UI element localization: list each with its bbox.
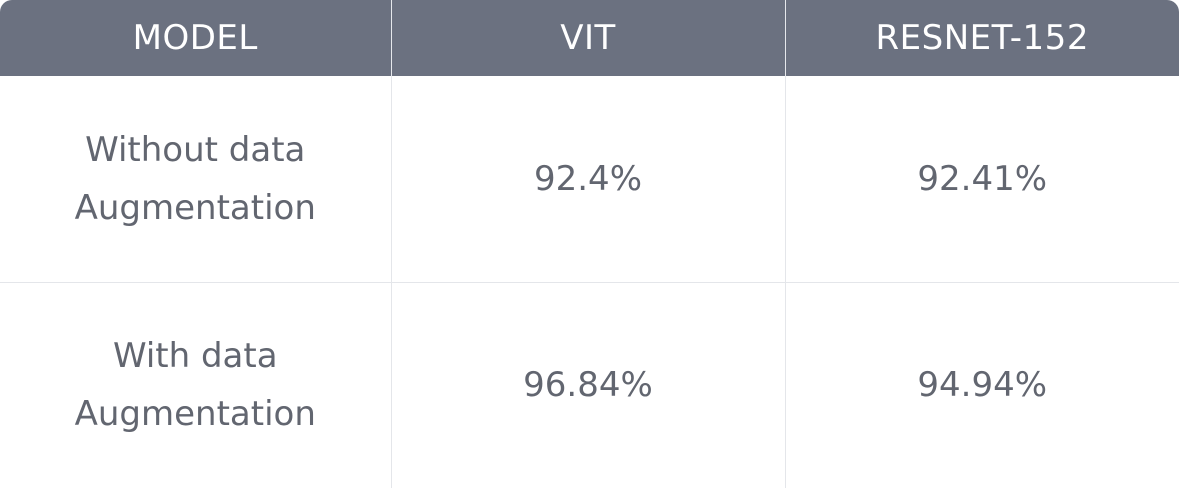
header-model: MODEL <box>0 0 392 76</box>
table-header: MODEL VIT RESNET-152 <box>0 0 1179 76</box>
header-vit: VIT <box>391 0 786 76</box>
table-row: Without data Augmentation 92.4% 92.41% <box>0 76 1179 283</box>
row-label: With data Augmentation <box>0 282 392 488</box>
row-label: Without data Augmentation <box>0 76 392 283</box>
vit-value: 96.84% <box>391 282 786 488</box>
vit-value: 92.4% <box>391 76 786 283</box>
table-row: With data Augmentation 96.84% 94.94% <box>0 282 1179 488</box>
header-row: MODEL VIT RESNET-152 <box>0 0 1179 76</box>
table-body: Without data Augmentation 92.4% 92.41% W… <box>0 76 1179 488</box>
resnet-value: 92.41% <box>785 76 1179 283</box>
header-resnet-152: RESNET-152 <box>785 0 1179 76</box>
resnet-value: 94.94% <box>917 365 1048 406</box>
